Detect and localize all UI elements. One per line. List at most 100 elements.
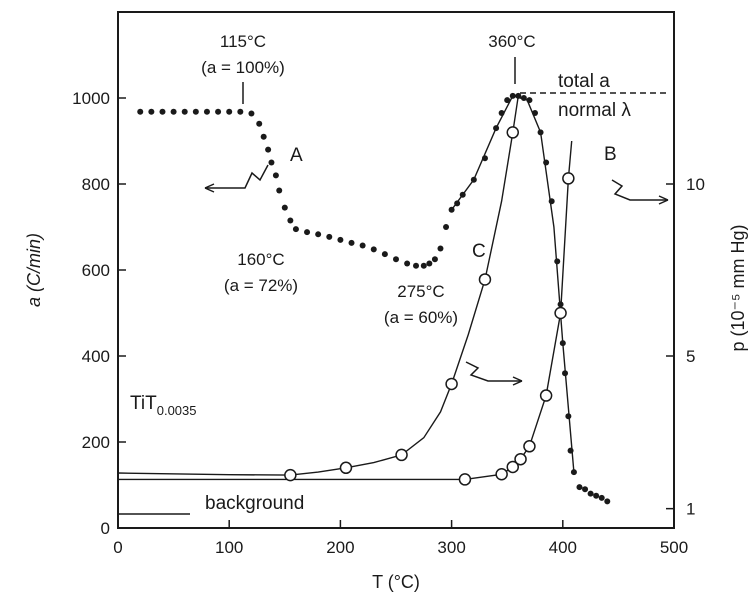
series-c-point <box>445 377 458 391</box>
series-a-point <box>256 120 263 127</box>
series-a-point <box>532 110 538 117</box>
x-tick-label: 400 <box>549 538 577 557</box>
sample-label: TiT0.0035 <box>130 393 197 418</box>
series-a-point <box>181 108 188 115</box>
y-tick-label: 200 <box>82 433 110 452</box>
right-tick-label: 1 <box>686 500 695 519</box>
series-a-point <box>348 239 355 246</box>
sample-label-sub: 0.0035 <box>157 403 197 418</box>
curves-layer <box>117 94 575 481</box>
series-a-point <box>426 260 433 267</box>
series-a-point <box>260 133 267 140</box>
y-tick-label: 0 <box>101 519 110 538</box>
series-a-point <box>548 198 555 205</box>
series-a-point <box>454 200 461 207</box>
annotation-a72: (a = 72%) <box>224 276 298 295</box>
series-a-curve <box>451 94 575 473</box>
series-a-point <box>420 262 427 269</box>
series-a-point <box>337 236 344 243</box>
series-b-point <box>514 452 527 466</box>
series-a-point <box>404 260 411 267</box>
right-tick-label: 10 <box>686 175 705 194</box>
series-a-point <box>598 494 605 501</box>
annotation-160c: 160°C <box>237 250 284 269</box>
series-b-point <box>539 389 553 402</box>
series-a-point <box>515 92 522 99</box>
series-a-point <box>265 146 272 153</box>
series-a-point <box>226 108 233 115</box>
series-a-point <box>248 110 255 117</box>
background-label: background <box>205 493 304 514</box>
curve-label-b: B <box>604 144 617 165</box>
series-a-point <box>359 242 366 249</box>
annotation-a60: (a = 60%) <box>384 308 458 327</box>
series-a-point <box>582 486 589 493</box>
series-a-point <box>470 176 477 183</box>
x-tick-label: 500 <box>660 538 688 557</box>
series-a-point <box>481 155 488 162</box>
series-a-point <box>370 246 377 253</box>
annotation-360c: 360°C <box>488 32 535 51</box>
series-a-point <box>272 172 279 179</box>
series-a-point <box>526 97 533 104</box>
series-a-point <box>448 206 455 213</box>
series-b-point <box>554 306 567 320</box>
series-a-point <box>570 469 577 476</box>
series-a-point <box>557 301 564 308</box>
ticks-layer: 0 100 200 300 400 500 0 200 400 600 800 1000 1 5 10 <box>72 89 705 557</box>
series-a-point <box>520 95 527 101</box>
y-axis-title-left: a (C/min) <box>24 233 44 307</box>
series-a-point <box>504 97 511 104</box>
series-a-point <box>543 159 550 166</box>
curve-label-a: A <box>290 145 303 166</box>
series-b-point <box>523 440 536 453</box>
annotation-115c: 115°C <box>220 32 266 51</box>
x-tick-label: 0 <box>113 538 122 557</box>
series-a-point <box>593 492 600 499</box>
series-c-curve <box>117 95 519 476</box>
series-a-point <box>576 484 583 491</box>
series-a-point <box>459 191 466 198</box>
series-a-point <box>326 233 333 240</box>
x-tick-label: 100 <box>215 538 243 557</box>
series-a-point <box>537 129 544 136</box>
series-a-point <box>565 413 572 420</box>
series-a-point <box>159 108 166 115</box>
series-a-point <box>509 92 516 99</box>
series-a-point <box>281 204 288 211</box>
series-a-point <box>559 340 566 347</box>
series-a-point <box>493 125 500 132</box>
annotation-total-a: total a <box>558 71 610 92</box>
series-a-point <box>237 108 244 115</box>
series-a-point <box>148 108 155 115</box>
series-c-point <box>395 448 408 462</box>
annotation-a100: (a = 100%) <box>201 58 285 77</box>
series-a-point <box>443 224 450 230</box>
y-tick-label: 800 <box>82 175 110 194</box>
series-a-point <box>431 256 438 263</box>
series-c-point <box>339 461 353 475</box>
series-a-point <box>381 251 388 258</box>
x-axis-title: T (°C) <box>372 572 420 592</box>
series-a-point <box>498 110 505 117</box>
series-a-point <box>393 256 399 263</box>
series-a-point <box>587 490 594 497</box>
series-a-point <box>268 159 275 166</box>
series-c-point <box>478 273 492 286</box>
series-a-point <box>315 231 322 238</box>
curve-label-c: C <box>472 241 486 262</box>
right-tick-label: 5 <box>686 347 695 366</box>
series-a-point <box>192 108 199 115</box>
right-axis-arrow-b <box>611 179 669 205</box>
series-b-point <box>458 473 472 486</box>
series-b-point <box>495 468 508 481</box>
series-a-point <box>437 245 444 252</box>
series-a-point <box>413 262 420 269</box>
y-tick-label: 600 <box>82 261 110 280</box>
series-a-point <box>276 187 283 194</box>
left-axis-arrow <box>204 164 269 193</box>
y-tick-label: 400 <box>82 347 110 366</box>
y-tick-label: 1000 <box>72 89 110 108</box>
series-b-point <box>562 172 575 185</box>
